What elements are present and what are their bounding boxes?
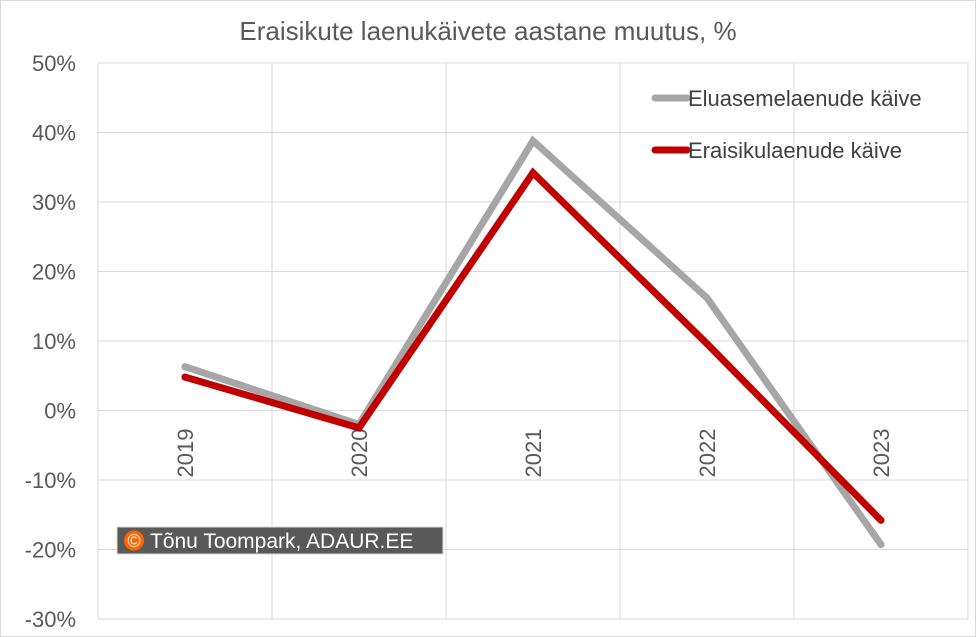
y-tick-label: 50% [32, 51, 76, 76]
x-axis-tick-labels: 2019 2020 2021 2022 2023 [173, 429, 894, 478]
legend: Eluasemelaenude käive Eraisikulaenude käi… [651, 86, 922, 163]
data-point [703, 340, 711, 348]
copyright-watermark: © Tõnu Toompark, ADAUR.EE [116, 526, 444, 555]
y-tick-label: -20% [25, 538, 76, 563]
chart-title: Eraisikute laenukäivete aastane muutus, … [239, 16, 736, 46]
x-tick-label: 2022 [695, 429, 720, 478]
x-tick-label: 2019 [173, 429, 198, 478]
y-tick-label: 40% [32, 121, 76, 146]
data-point [877, 516, 885, 524]
x-tick-label: 2020 [347, 429, 372, 478]
series-lines [181, 135, 885, 549]
x-tick-label: 2023 [869, 429, 894, 478]
y-tick-label: 10% [32, 329, 76, 354]
data-point [355, 424, 363, 432]
data-point [703, 294, 711, 302]
watermark-background [116, 526, 444, 555]
data-point [181, 373, 189, 381]
copyright-symbol: © [127, 531, 140, 551]
y-tick-label: -30% [25, 607, 76, 632]
y-tick-label: 20% [32, 260, 76, 285]
data-point [181, 363, 189, 371]
copyright-icon [124, 530, 144, 551]
data-point [877, 541, 885, 549]
y-tick-label: -10% [25, 468, 76, 493]
legend-label: Eraisikulaenude käive [688, 138, 902, 163]
y-tick-label: 0% [44, 399, 76, 424]
legend-label: Eluasemelaenude käive [688, 86, 922, 111]
data-point [529, 137, 537, 145]
y-axis-tick-labels: -30% -20% -10% 0% 10% 20% 30% 40% 50% [25, 51, 76, 632]
x-tick-label: 2021 [521, 429, 546, 478]
watermark-text: Tõnu Toompark, ADAUR.EE [150, 530, 413, 553]
data-point [529, 169, 537, 177]
y-tick-label: 30% [32, 190, 76, 215]
